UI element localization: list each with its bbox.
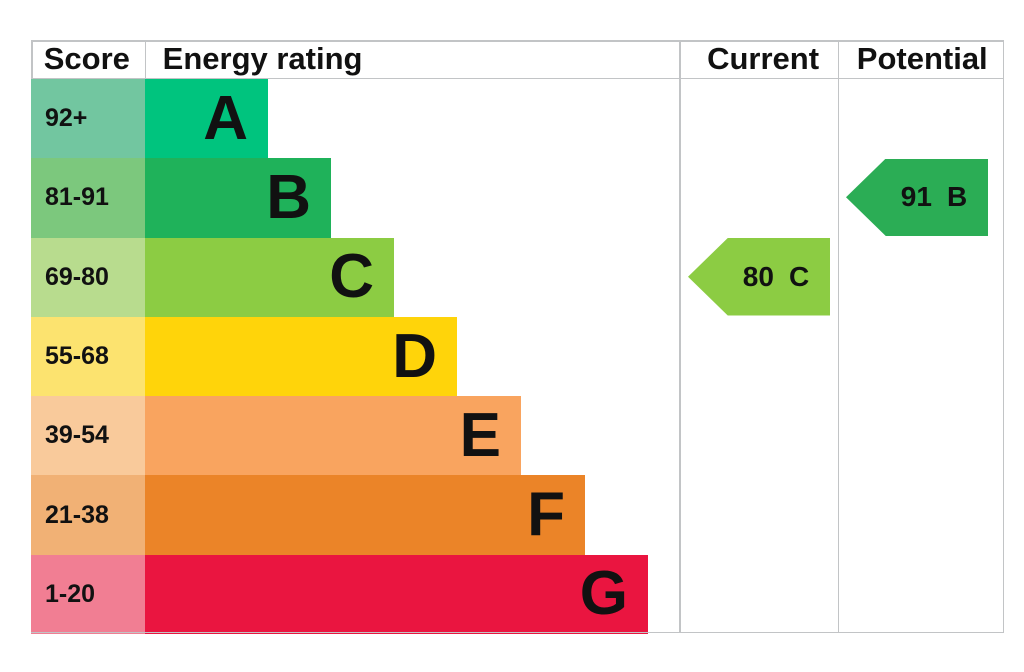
band-row-g: 1-20 G (31, 554, 1004, 635)
band-row-a: 92+ A (31, 79, 1004, 159)
band-row-f: 21-38 F (31, 475, 1004, 555)
header-row: Score Energy rating Current Potential (31, 40, 1004, 78)
score-range-e: 39-54 (31, 396, 145, 476)
current-rating-value: 80 (742, 260, 774, 292)
header-energy-rating: Energy rating (162, 41, 363, 76)
score-range-f: 21-38 (31, 475, 145, 555)
band-row-e: 39-54 E (31, 396, 1004, 476)
band-bar-a: A (145, 79, 268, 159)
grid-line-potential-divider (837, 40, 839, 633)
grid-line-header-bottom (31, 77, 1004, 79)
grid-line-bottom (31, 631, 1004, 633)
grid-line-left (31, 40, 33, 79)
band-row-c: 69-80 C (31, 237, 1004, 317)
band-bar-d: D (145, 316, 457, 397)
header-potential: Potential (856, 41, 988, 76)
band-row-b: 81-91 B (31, 158, 1004, 238)
grid-line-top (31, 40, 1004, 42)
grid-line-right (1002, 40, 1004, 633)
grid-line-current-divider (679, 40, 681, 633)
band-bar-e: E (145, 396, 521, 476)
header-current: Current (707, 41, 820, 76)
score-range-c: 69-80 (31, 237, 145, 317)
band-row-d: 55-68 D (31, 316, 1004, 397)
current-rating-band: C (788, 260, 810, 292)
header-score: Score (43, 41, 130, 76)
score-range-b: 81-91 (31, 158, 145, 238)
potential-rating-band: B (946, 181, 968, 213)
epc-table: Score Energy rating Current Potential 92… (31, 40, 1004, 635)
score-range-d: 55-68 (31, 316, 145, 397)
grid-line-score-divider (144, 40, 146, 79)
band-bar-b: B (145, 158, 331, 238)
band-bar-g: G (145, 554, 648, 635)
potential-rating-value: 91 (900, 181, 932, 213)
score-range-a: 92+ (31, 79, 145, 159)
band-bar-f: F (145, 475, 585, 555)
band-bar-c: C (145, 237, 394, 317)
band-rows: 92+ A 81-91 B 69-80 C 55-68 D 39-54 E 21… (31, 79, 1004, 635)
score-range-g: 1-20 (31, 554, 145, 635)
